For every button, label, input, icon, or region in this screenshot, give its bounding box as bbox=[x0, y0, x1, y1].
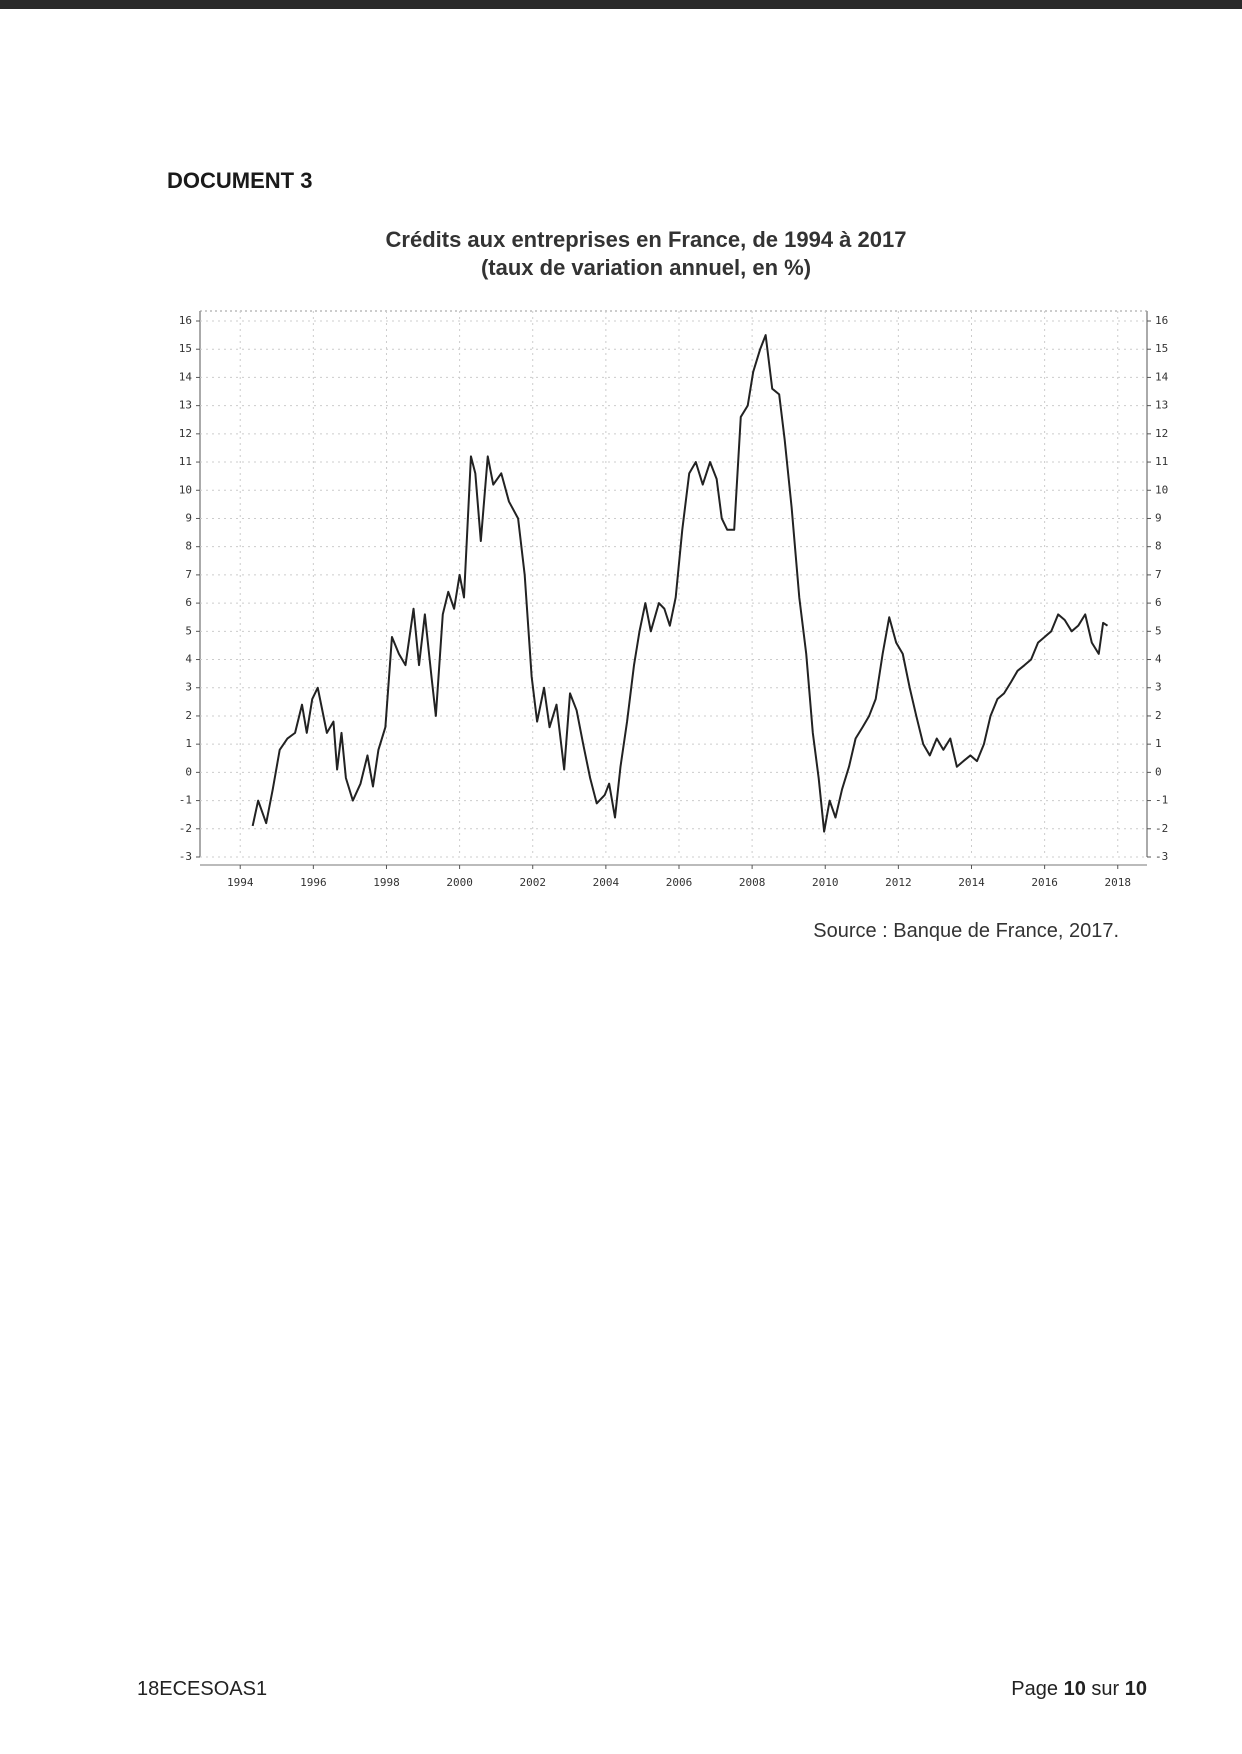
x-tick-label: 2018 bbox=[1104, 876, 1131, 889]
y2-tick-label: 4 bbox=[1155, 653, 1162, 666]
x-tick-label: 2010 bbox=[812, 876, 839, 889]
data-line bbox=[251, 334, 1109, 833]
page-total: 10 bbox=[1125, 1678, 1147, 1700]
y-tick-label: 1 bbox=[185, 737, 192, 750]
x-tick-label: 2000 bbox=[446, 876, 473, 889]
y-tick-label: 7 bbox=[185, 568, 192, 581]
y-tick-label: 16 bbox=[179, 314, 192, 327]
x-tick-label: 2012 bbox=[885, 876, 912, 889]
x-tick-label: 1996 bbox=[300, 876, 327, 889]
y-tick-label: 4 bbox=[185, 653, 192, 666]
y-tick-label: 12 bbox=[179, 427, 192, 440]
x-tick-label: 1998 bbox=[373, 876, 400, 889]
y2-tick-label: 16 bbox=[1155, 314, 1168, 327]
page-number: 10 bbox=[1064, 1678, 1086, 1700]
y-tick-label: 6 bbox=[185, 596, 192, 609]
y2-tick-label: 6 bbox=[1155, 596, 1162, 609]
y-tick-label: 11 bbox=[179, 455, 192, 468]
y2-tick-label: 5 bbox=[1155, 624, 1162, 637]
y2-tick-label: 13 bbox=[1155, 399, 1168, 412]
chart-subtitle: (taux de variation annuel, en %) bbox=[481, 255, 811, 280]
footer-page: Page 10 sur 10 bbox=[1011, 1678, 1147, 1700]
x-tick-label: 2008 bbox=[739, 876, 766, 889]
y2-tick-label: 8 bbox=[1155, 540, 1162, 553]
y-tick-label: 13 bbox=[179, 399, 192, 412]
footer-code: 18ECESOAS1 bbox=[137, 1678, 267, 1700]
page-sur: sur bbox=[1091, 1678, 1119, 1700]
y-tick-label: 5 bbox=[185, 624, 192, 637]
y2-tick-label: -2 bbox=[1155, 822, 1168, 835]
y-tick-label: 9 bbox=[185, 511, 192, 524]
y2-tick-label: 0 bbox=[1155, 765, 1162, 778]
source: Source : Banque de France, 2017. bbox=[813, 920, 1119, 942]
chart: -3-2-1012345678910111213141516-3-2-10123… bbox=[179, 310, 1169, 889]
y2-tick-label: -3 bbox=[1155, 850, 1168, 863]
y2-tick-label: 15 bbox=[1155, 342, 1168, 355]
y-tick-label: 10 bbox=[179, 483, 192, 496]
y2-tick-label: 10 bbox=[1155, 483, 1168, 496]
y-tick-label: 0 bbox=[185, 765, 192, 778]
chart-title: Crédits aux entreprises en France, de 19… bbox=[386, 227, 907, 252]
x-tick-label: 2002 bbox=[519, 876, 546, 889]
y-tick-label: -3 bbox=[179, 850, 192, 863]
y2-tick-label: 3 bbox=[1155, 681, 1162, 694]
y2-tick-label: 2 bbox=[1155, 709, 1162, 722]
x-tick-label: 1994 bbox=[227, 876, 254, 889]
y2-tick-label: 11 bbox=[1155, 455, 1168, 468]
page-word: Page bbox=[1011, 1678, 1058, 1700]
y2-tick-label: 14 bbox=[1155, 370, 1169, 383]
x-tick-label: 2014 bbox=[958, 876, 985, 889]
y-tick-label: -2 bbox=[179, 822, 192, 835]
y2-tick-label: 1 bbox=[1155, 737, 1162, 750]
y2-tick-label: -1 bbox=[1155, 794, 1168, 807]
y-tick-label: 14 bbox=[179, 370, 193, 383]
y2-tick-label: 12 bbox=[1155, 427, 1168, 440]
scan-edge bbox=[0, 0, 1242, 9]
x-tick-label: 2006 bbox=[666, 876, 693, 889]
document-label: DOCUMENT 3 bbox=[167, 168, 312, 193]
y-tick-label: 2 bbox=[185, 709, 192, 722]
y2-tick-label: 9 bbox=[1155, 511, 1162, 524]
x-tick-label: 2016 bbox=[1031, 876, 1058, 889]
y-tick-label: 3 bbox=[185, 681, 192, 694]
y-tick-label: 8 bbox=[185, 540, 192, 553]
y-tick-label: 15 bbox=[179, 342, 192, 355]
x-tick-label: 2004 bbox=[593, 876, 620, 889]
y-tick-label: -1 bbox=[179, 794, 192, 807]
y2-tick-label: 7 bbox=[1155, 568, 1162, 581]
